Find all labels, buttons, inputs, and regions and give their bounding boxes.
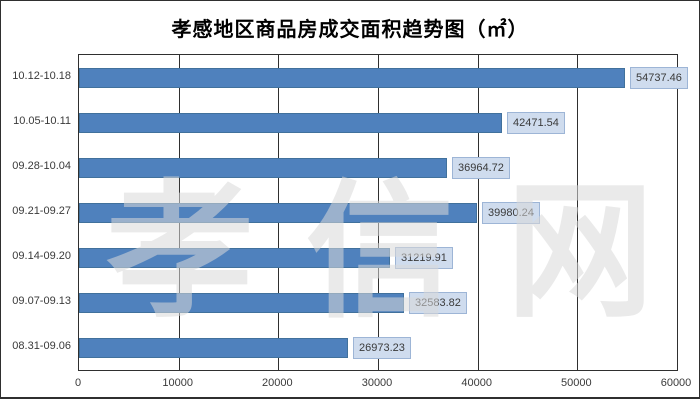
x-tick-label: 0 [74,377,82,389]
data-label: 32583.82 [409,292,467,314]
x-tick-label: 40000 [461,377,492,389]
x-tick-label: 30000 [361,377,393,389]
x-tick-label: 60000 [660,377,692,389]
bar-09.21-09.27 [79,203,477,223]
bar-09.07-09.13 [79,293,404,313]
y-category-label: 10.05-10.11 [13,115,71,127]
bar-09.28-10.04 [79,158,447,178]
x-tick-label: 50000 [561,377,592,389]
data-label: 42471.54 [507,112,565,134]
data-label: 26973.23 [353,337,411,359]
data-label: 36964.72 [452,157,510,179]
bar-08.31-09.06 [79,338,348,358]
y-category-label: 09.14-09.20 [12,250,71,262]
y-category-label: 09.28-10.04 [12,160,71,172]
x-tick-label: 20000 [262,377,293,389]
chart-title: 孝感地区商品房成交面积趋势图（㎡） [171,19,529,41]
bar-10.12-10.18 [79,68,625,88]
gridline [577,55,578,370]
y-category-label: 10.12-10.18 [12,70,71,82]
plot-area: 54737.46 42471.54 36964.72 39980.24 31219.91… [78,54,688,371]
y-category-label: 09.21-09.27 [12,205,71,217]
chart-frame: 孝感地区商品房成交面积趋势图（㎡） 54737.46 42471.54 36964.… [0,0,700,399]
y-category-label: 08.31-09.06 [12,340,71,352]
data-label: 39980.24 [482,202,540,224]
data-label: 54737.46 [630,67,688,89]
data-label: 31219.91 [395,247,453,269]
y-category-label: 09.07-09.13 [12,295,71,307]
bar-10.05-10.11 [79,113,502,133]
gridline [478,55,479,370]
x-tick-label: 10000 [162,377,193,389]
bar-09.14-09.20 [79,248,390,268]
